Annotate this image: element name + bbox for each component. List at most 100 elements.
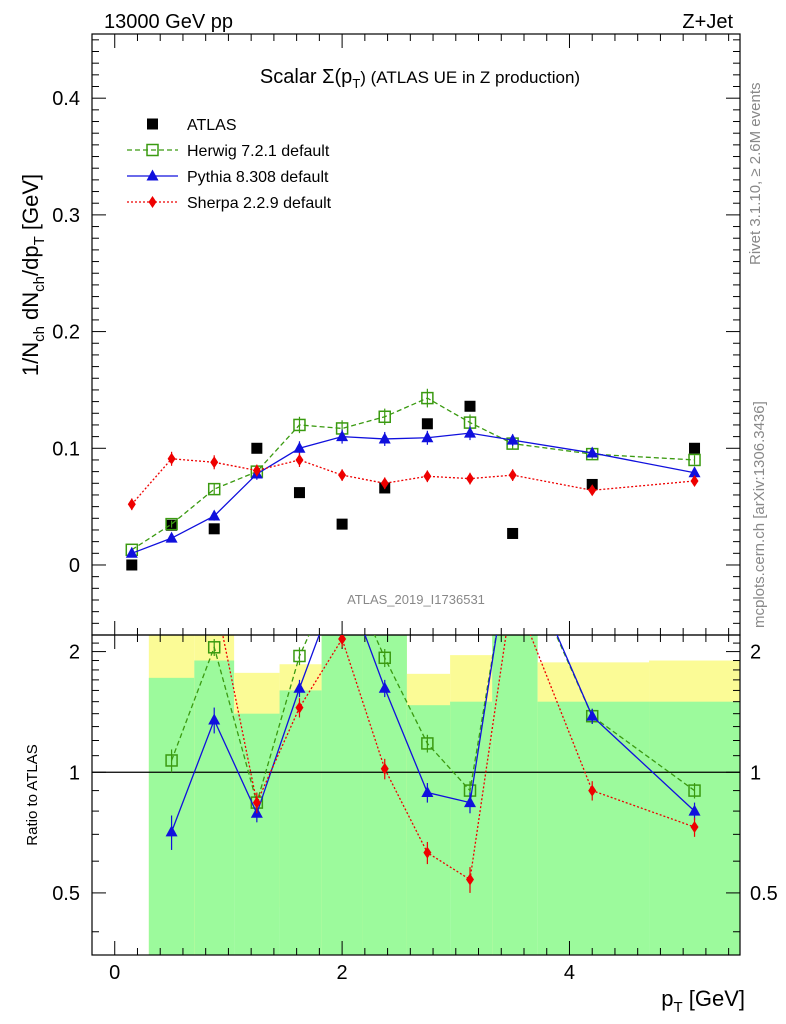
axis-ticks: [92, 34, 740, 955]
ratio-point: [338, 635, 347, 646]
data-point: [338, 469, 347, 482]
ratio-point: [690, 821, 699, 834]
legend-label: Sherpa 2.2.9 default: [187, 195, 332, 212]
ratio-point: [688, 804, 701, 816]
legend-marker: [146, 143, 159, 157]
title-subscript: T: [352, 76, 360, 91]
ratio-uncertainty-bands: [148, 635, 740, 955]
data-point: [421, 391, 434, 405]
data-point: [208, 523, 220, 535]
ratio-point: [588, 784, 597, 797]
ratio-series-layer: [165, 556, 701, 893]
data-point: [210, 456, 219, 469]
ratio-point: [421, 737, 434, 750]
legend-label: Herwig 7.2.1 default: [187, 143, 330, 160]
data-point: [378, 410, 391, 424]
data-point: [466, 472, 474, 485]
ratio-point: [423, 846, 432, 859]
ratio-point: [252, 796, 261, 809]
series-line: [131, 397, 695, 551]
legend-marker: [148, 196, 157, 208]
band-inner: [406, 705, 451, 955]
data-point: [207, 482, 221, 496]
legend-label: Pythia 8.308 default: [187, 169, 329, 186]
series-line: [131, 432, 695, 554]
ratio-point: [337, 556, 348, 567]
ratio-point: [295, 701, 304, 714]
ratio-point: [586, 709, 599, 721]
legend-item: Sherpa 2.2.9 default: [127, 195, 332, 212]
ratio-y-tick-label: 1: [69, 762, 80, 784]
tick-labels: 0 0.1 0.2 0.3 0.4 0 2 4 0.5 0.5 1 1 2 2: [52, 88, 778, 984]
header-right: Z+Jet: [682, 11, 733, 33]
data-point: [421, 418, 433, 430]
band-inner: [234, 713, 280, 955]
ratio-y-tick-label-right: 2: [750, 642, 761, 664]
ratio-point: [688, 784, 701, 797]
data-point: [688, 453, 701, 467]
ratio-point: [207, 641, 221, 654]
title-prefix: Scalar Σ(p: [260, 66, 352, 88]
data-point: [293, 418, 306, 432]
ratio-point: [380, 762, 389, 775]
data-point: [421, 431, 434, 443]
data-point: [507, 527, 519, 539]
ratio-point: [293, 681, 306, 693]
band-inner: [279, 690, 322, 955]
ratio-point: [210, 587, 218, 599]
data-point: [690, 474, 699, 487]
x-axis-label: pT [GeV]: [661, 986, 745, 1016]
band-inner: [537, 701, 650, 955]
data-point: [378, 432, 391, 444]
legend-marker: [146, 169, 159, 181]
data-point: [380, 477, 389, 490]
rivet-label: Rivet 3.1.10, ≥ 2.6M events: [747, 83, 764, 266]
series-1: [125, 388, 701, 557]
y-tick-label: 0.3: [52, 205, 80, 227]
ratio-point: [165, 825, 178, 837]
legend-marker: [147, 118, 158, 130]
data-point: [252, 464, 261, 477]
data-point: [464, 426, 476, 438]
data-point: [508, 469, 517, 482]
data-point: [336, 430, 349, 442]
band-inner: [321, 635, 363, 955]
ratio-point: [165, 754, 178, 767]
x-tick-label: 0: [109, 962, 120, 984]
title-suffix: ) (ATLAS UE in Z production): [360, 68, 580, 87]
data-point: [423, 470, 432, 483]
y-tick-label: 0.2: [52, 322, 80, 344]
data-point: [127, 498, 136, 511]
x-tick-label: 4: [564, 962, 575, 984]
data-point: [464, 400, 476, 412]
series-0: [126, 400, 701, 571]
ratio-point: [466, 873, 474, 886]
y-tick-label: 0.4: [52, 88, 80, 110]
ratio-y-tick-label-right: 1: [750, 762, 761, 784]
data-point: [251, 442, 263, 454]
analysis-watermark: ATLAS_2019_I1736531: [347, 592, 485, 607]
x-tick-label: 2: [337, 962, 348, 984]
chart-title: Scalar Σ(pT) (ATLAS UE in Z production): [260, 66, 580, 91]
ratio-panel-frame: [91, 634, 741, 956]
y-tick-label: 0.1: [52, 438, 80, 460]
band-inner: [492, 635, 538, 955]
data-point: [208, 509, 221, 521]
header-left: 13000 GeV pp: [104, 11, 233, 33]
data-point: [126, 559, 138, 571]
ratio-point: [336, 567, 348, 578]
ratio-y-tick-label-right: 0.5: [750, 883, 778, 905]
data-point: [125, 546, 138, 558]
data-point: [167, 452, 176, 465]
series-2: [125, 426, 701, 558]
y-tick-label: 0: [69, 555, 80, 577]
ratio-point: [208, 713, 221, 725]
data-point: [689, 442, 701, 454]
ratio-point: [421, 786, 434, 798]
ratio-point: [464, 796, 476, 808]
y-axis-label: 1/Nch dNch/dpT [GeV]: [18, 174, 48, 376]
legend-label: ATLAS: [187, 117, 237, 134]
ratio-point: [378, 681, 391, 693]
ratio-point: [378, 651, 391, 665]
